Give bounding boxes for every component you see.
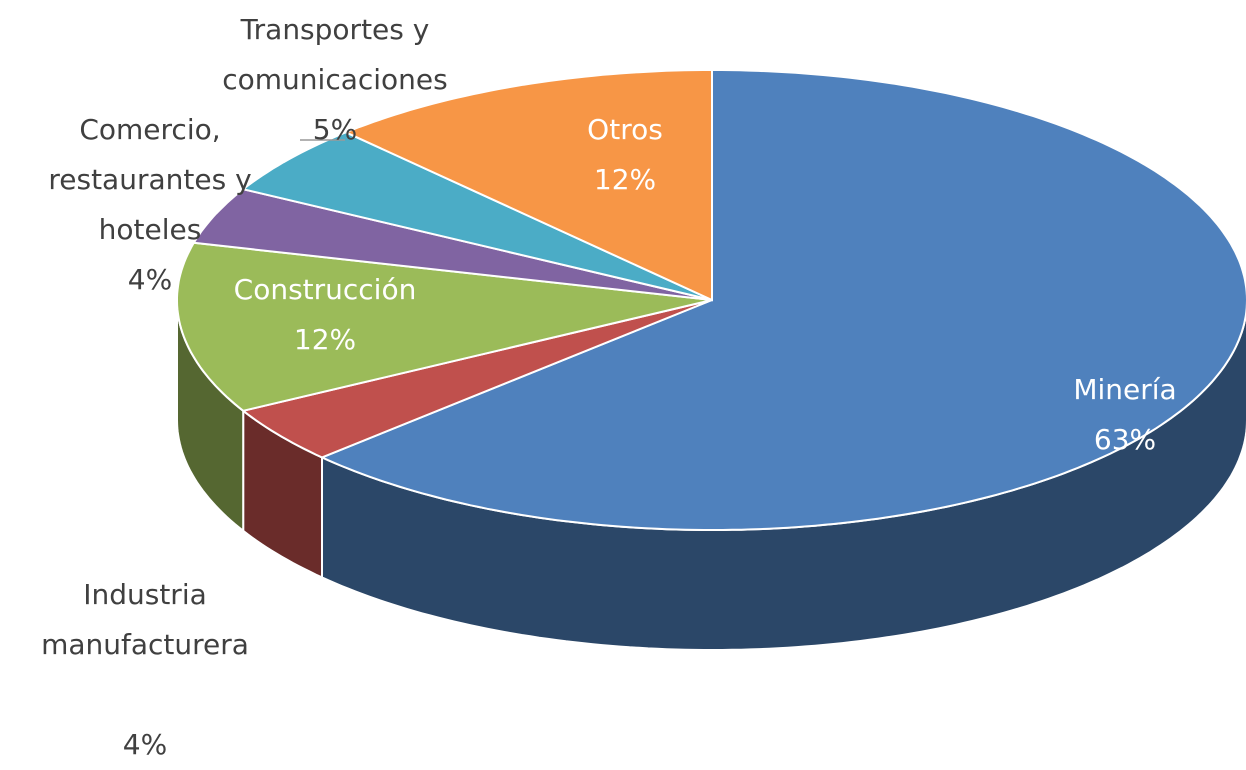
value-label: 12%	[293, 323, 357, 356]
pie-slice	[192, 188, 713, 301]
pie-slice	[343, 69, 713, 302]
pie-slice	[240, 299, 713, 459]
pie-slice	[240, 131, 713, 301]
category-label: Comercio, restaurantes y hoteles	[48, 113, 252, 246]
value-label: 5%	[312, 113, 358, 146]
category-label: Otros	[587, 113, 663, 146]
pie-slice	[176, 241, 713, 412]
value-label: 12%	[593, 163, 657, 196]
pie-slice	[319, 69, 1246, 531]
category-label: Minería	[1073, 373, 1177, 406]
value-label: 4%	[127, 263, 173, 296]
category-label: Transportes y comunicaciones	[222, 13, 448, 96]
category-label: Construcción	[233, 273, 417, 306]
value-label: 4%	[122, 728, 168, 761]
value-label: 63%	[1093, 423, 1157, 456]
category-label: Industria manufacturera	[41, 578, 249, 661]
